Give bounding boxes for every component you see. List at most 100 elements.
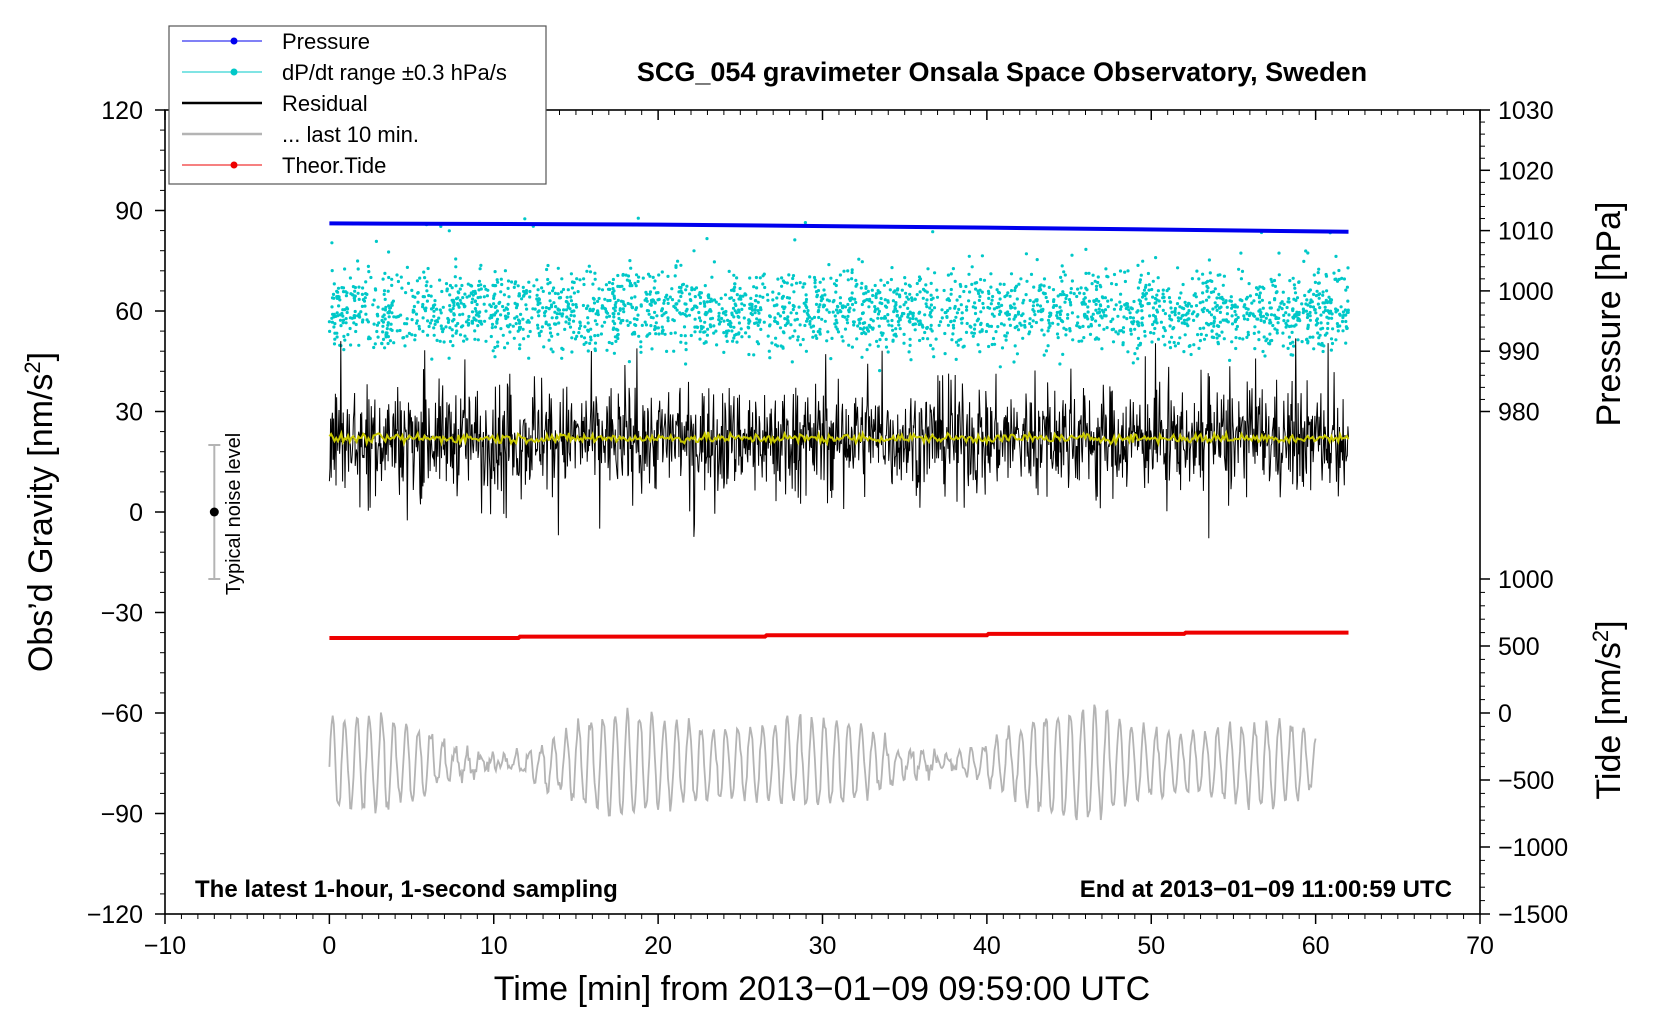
dpdt-point <box>876 312 881 316</box>
dpdt-point <box>622 287 626 291</box>
dpdt-point <box>1221 301 1226 305</box>
dpdt-point <box>1264 316 1268 320</box>
dpdt-point <box>1082 312 1087 317</box>
y-tide-tick-label: 1000 <box>1498 566 1554 594</box>
dpdt-point <box>390 328 394 332</box>
dpdt-point <box>865 326 869 330</box>
dpdt-point <box>929 343 933 347</box>
dpdt-point <box>626 274 631 278</box>
dpdt-point <box>1039 308 1043 312</box>
dpdt-point <box>693 295 697 299</box>
dpdt-point <box>331 292 336 296</box>
dpdt-point <box>921 287 926 291</box>
dpdt-point <box>585 269 589 273</box>
dpdt-point <box>427 293 431 298</box>
dpdt-point <box>592 301 597 305</box>
dpdt-point <box>650 347 654 351</box>
dpdt-point <box>499 290 503 294</box>
dpdt-point <box>456 303 460 307</box>
dpdt-point <box>339 324 343 328</box>
dpdt-point <box>816 310 820 314</box>
dpdt-point <box>610 341 614 346</box>
dpdt-point <box>375 312 379 317</box>
dpdt-point <box>512 285 516 289</box>
dpdt-point <box>937 323 941 327</box>
dpdt-point <box>381 324 385 328</box>
dpdt-point <box>712 298 717 302</box>
dpdt-point <box>1221 283 1225 287</box>
dpdt-point <box>770 341 774 345</box>
dpdt-point <box>496 280 500 284</box>
dpdt-point <box>1070 279 1074 283</box>
dpdt-point <box>1137 343 1141 347</box>
dpdt-point <box>461 296 465 300</box>
dpdt-point <box>836 311 840 315</box>
dpdt-point <box>1273 297 1277 301</box>
dpdt-point <box>649 324 653 328</box>
dpdt-point <box>697 316 702 320</box>
dpdt-point <box>502 293 506 297</box>
dpdt-point <box>1209 322 1213 326</box>
dpdt-point <box>1344 341 1348 345</box>
dpdt-point <box>545 267 549 272</box>
dpdt-point <box>1013 306 1017 310</box>
dpdt-point <box>754 304 758 309</box>
dpdt-point <box>331 312 335 316</box>
dpdt-point <box>1062 326 1066 330</box>
dpdt-point <box>1225 312 1229 316</box>
dpdt-point <box>810 317 814 321</box>
dpdt-point <box>604 310 609 314</box>
dpdt-point <box>850 345 855 349</box>
dpdt-point <box>1287 313 1291 317</box>
dpdt-point <box>448 283 452 288</box>
dpdt-point <box>1135 310 1139 314</box>
dpdt-point <box>670 298 675 302</box>
dpdt-point <box>1257 296 1261 300</box>
dpdt-point <box>860 355 864 359</box>
dpdt-point <box>412 304 416 309</box>
dpdt-point <box>774 336 778 340</box>
y-left-tick-label: −90 <box>101 801 143 829</box>
dpdt-point <box>454 265 458 269</box>
dpdt-point <box>1168 346 1173 350</box>
dpdt-point <box>612 306 616 310</box>
dpdt-point <box>991 336 996 341</box>
dpdt-point <box>694 286 699 290</box>
dpdt-point <box>429 294 433 298</box>
dpdt-point <box>433 299 437 303</box>
dpdt-point <box>771 298 775 302</box>
dpdt-point <box>948 306 952 310</box>
dpdt-point <box>910 296 914 300</box>
dpdt-point <box>472 316 476 320</box>
dpdt-point <box>559 290 564 294</box>
dpdt-point <box>980 328 984 332</box>
dpdt-point <box>730 311 734 315</box>
dpdt-point <box>528 295 532 299</box>
dpdt-point <box>1094 319 1098 323</box>
dpdt-point <box>644 297 648 301</box>
dpdt-point <box>1100 295 1104 299</box>
dpdt-point <box>1051 321 1055 325</box>
dpdt-point <box>1211 290 1216 294</box>
dpdt-point <box>499 327 503 331</box>
dpdt-point <box>865 348 869 352</box>
legend-marker <box>230 37 238 45</box>
dpdt-point <box>593 277 597 281</box>
dpdt-point <box>780 296 784 300</box>
dpdt-point <box>1140 309 1144 313</box>
dpdt-point <box>1018 321 1022 325</box>
dpdt-point <box>911 314 915 318</box>
dpdt-point <box>688 298 693 302</box>
dpdt-point <box>1033 313 1037 317</box>
dpdt-point <box>1215 296 1219 300</box>
dpdt-point <box>750 313 755 317</box>
dpdt-point <box>1005 331 1010 335</box>
dpdt-point <box>490 315 494 320</box>
dpdt-point <box>634 273 639 277</box>
dpdt-point <box>491 313 496 317</box>
dpdt-point <box>629 266 633 270</box>
dpdt-point <box>1278 305 1282 309</box>
dpdt-point <box>552 301 556 305</box>
dpdt-point <box>1072 292 1076 296</box>
dpdt-point <box>344 317 348 321</box>
